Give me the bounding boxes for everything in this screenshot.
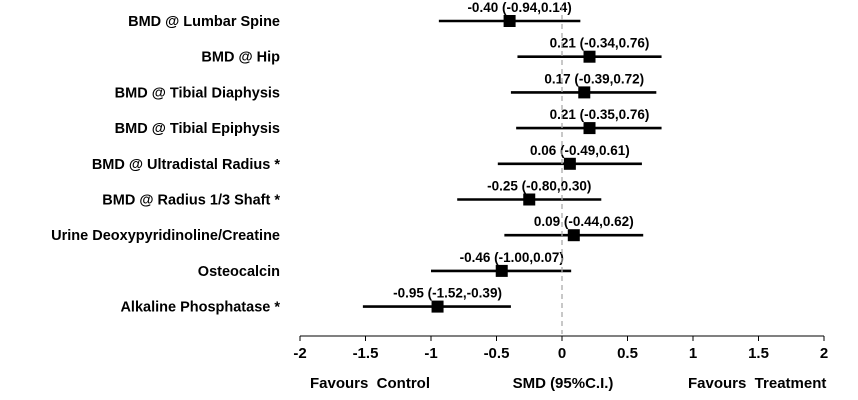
x-tick-label: 1.5 (748, 345, 769, 362)
row-label: Urine Deoxypyridinoline/Creatine (51, 228, 280, 244)
row-label: BMD @ Tibial Diaphysis (115, 85, 280, 101)
estimate-marker (495, 264, 508, 277)
estimate-marker (578, 86, 591, 99)
row-label: Osteocalcin (198, 264, 280, 280)
x-tick-label: -1.5 (353, 345, 379, 362)
row-label: BMD @ Hip (201, 50, 280, 66)
forest-row: Osteocalcin -0.46 (-1.00,0.07) (198, 250, 572, 280)
x-tick-label: -0.5 (484, 345, 510, 362)
estimate-label: 0.17 (-0.39,0.72) (544, 71, 644, 86)
favours-control-caption: Favours Control (310, 375, 430, 392)
estimate-label: 0.21 (-0.34,0.76) (550, 36, 650, 51)
forest-row: BMD @ Tibial Epiphysis 0.21 (-0.35,0.76) (115, 107, 662, 137)
estimate-label: -0.40 (-0.94,0.14) (467, 0, 571, 15)
forest-row: BMD @ Ultradistal Radius * 0.06 (-0.49,0.… (92, 143, 642, 173)
row-label: BMD @ Radius 1/3 Shaft * (102, 193, 280, 209)
estimate-marker (523, 193, 536, 206)
row-label: BMD @ Ultradistal Radius * (92, 157, 281, 173)
estimate-marker (583, 50, 596, 63)
x-tick-label: 0.5 (617, 345, 638, 362)
x-tick-label: 2 (820, 345, 828, 362)
forest-row: BMD @ Lumbar Spine -0.40 (-0.94,0.14) (128, 0, 581, 30)
x-tick-label: -1 (424, 345, 437, 362)
x-tick-label: 0 (558, 345, 566, 362)
row-label: Alkaline Phosphatase * (120, 300, 280, 316)
row-label: BMD @ Tibial Epiphysis (115, 121, 280, 137)
estimate-label: 0.06 (-0.49,0.61) (530, 143, 630, 158)
estimate-label: 0.09 (-0.44,0.62) (534, 214, 634, 229)
estimate-label: 0.21 (-0.35,0.76) (550, 107, 650, 122)
estimate-marker (583, 122, 596, 135)
forest-row: BMD @ Radius 1/3 Shaft * -0.25 (-0.80,0.3… (102, 179, 602, 209)
estimate-marker (567, 229, 580, 242)
estimate-marker (503, 15, 516, 27)
estimate-marker (563, 157, 576, 170)
favours-treatment-caption: Favours Treatment (688, 375, 826, 392)
estimate-label: -0.25 (-0.80,0.30) (487, 179, 591, 194)
estimate-label: -0.95 (-1.52,-0.39) (393, 286, 502, 301)
forest-row: BMD @ Tibial Diaphysis 0.17 (-0.39,0.72) (115, 71, 657, 101)
estimate-marker (431, 300, 444, 313)
x-axis-label: SMD (95%C.I.) (513, 375, 614, 392)
x-tick-label: 1 (689, 345, 697, 362)
forest-row: Alkaline Phosphatase * -0.95 (-1.52,-0.39… (120, 286, 511, 316)
estimate-label: -0.46 (-1.00,0.07) (460, 250, 564, 265)
x-tick-label: -2 (293, 345, 306, 362)
forest-row: Urine Deoxypyridinoline/Creatine 0.09 (-0… (51, 214, 644, 244)
row-label: BMD @ Lumbar Spine (128, 14, 280, 30)
forest-row: BMD @ Hip 0.21 (-0.34,0.76) (201, 36, 662, 66)
